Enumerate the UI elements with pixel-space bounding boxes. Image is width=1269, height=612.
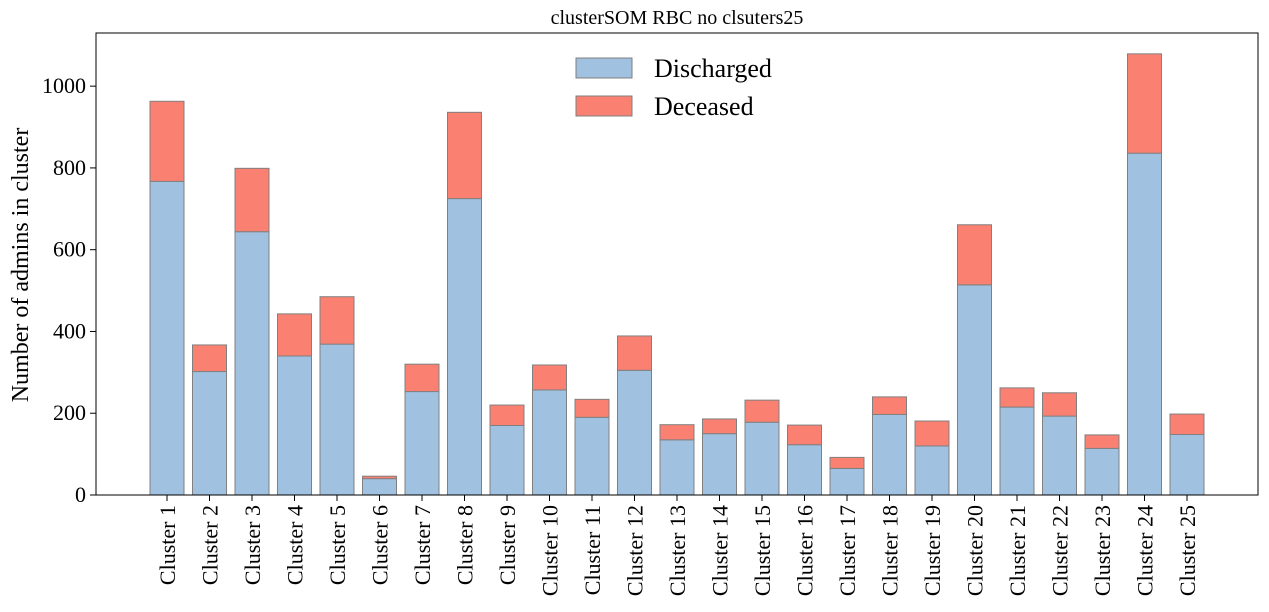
bar-discharged-19 xyxy=(914,445,950,496)
x-tick-label: Cluster 13 xyxy=(665,505,690,596)
bar-discharged-25 xyxy=(1169,433,1205,496)
bar-deceased-25 xyxy=(1169,413,1205,435)
bar-deceased-3 xyxy=(234,167,270,233)
x-tick-label: Cluster 24 xyxy=(1133,505,1158,596)
x-tick-label: Cluster 10 xyxy=(538,505,563,596)
bar-deceased-1 xyxy=(149,100,185,182)
x-tick-label: Cluster 25 xyxy=(1175,505,1200,596)
legend-label-discharged: Discharged xyxy=(654,54,772,83)
bar-deceased-16 xyxy=(787,424,822,446)
legend-label-deceased: Deceased xyxy=(654,92,754,121)
bar-deceased-13 xyxy=(659,424,695,441)
x-tick-label: Cluster 20 xyxy=(963,505,988,596)
bar-discharged-16 xyxy=(787,444,822,496)
chart-title: clusterSOM RBC no clsuters25 xyxy=(551,7,804,29)
bar-deceased-7 xyxy=(404,363,440,393)
bar-deceased-10 xyxy=(532,364,567,391)
bar-deceased-22 xyxy=(1042,392,1077,417)
bar-discharged-21 xyxy=(999,406,1035,496)
bar-discharged-20 xyxy=(957,284,992,496)
bar-discharged-11 xyxy=(574,416,610,496)
x-tick-label: Cluster 4 xyxy=(283,505,308,585)
legend-swatch-discharged xyxy=(575,57,633,79)
bar-deceased-18 xyxy=(872,396,907,415)
x-tick-label: Cluster 8 xyxy=(453,505,478,585)
x-tick-label: Cluster 19 xyxy=(920,505,945,596)
bar-discharged-22 xyxy=(1042,415,1077,496)
bar-deceased-2 xyxy=(192,344,227,373)
x-tick-label: Cluster 14 xyxy=(708,505,733,596)
bar-deceased-19 xyxy=(914,420,950,447)
x-tick-label: Cluster 2 xyxy=(198,505,223,585)
bar-deceased-21 xyxy=(999,387,1035,408)
bar-discharged-4 xyxy=(277,355,312,496)
plot-frame xyxy=(95,32,1259,496)
y-tick-label: 800 xyxy=(53,155,86,180)
bar-discharged-8 xyxy=(447,198,482,496)
y-axis-label: Number of admins in cluster xyxy=(8,128,34,403)
bar-deceased-11 xyxy=(574,398,610,418)
bar-deceased-9 xyxy=(489,404,525,426)
x-tick-label: Cluster 11 xyxy=(580,505,605,595)
bar-discharged-18 xyxy=(872,413,907,496)
bar-discharged-17 xyxy=(829,467,865,496)
bar-discharged-24 xyxy=(1127,152,1162,496)
bar-deceased-8 xyxy=(447,111,482,200)
x-tick-label: Cluster 15 xyxy=(750,505,775,596)
bar-deceased-24 xyxy=(1127,53,1162,154)
bar-discharged-9 xyxy=(489,425,525,496)
bar-discharged-10 xyxy=(532,389,567,496)
bar-deceased-12 xyxy=(617,335,652,371)
bar-deceased-5 xyxy=(319,296,355,345)
x-tick-label: Cluster 9 xyxy=(495,505,520,585)
bar-discharged-5 xyxy=(319,343,355,496)
y-tick-label: 1000 xyxy=(42,73,86,98)
bar-discharged-12 xyxy=(617,369,652,496)
bar-deceased-17 xyxy=(829,456,865,469)
legend: Discharged Deceased xyxy=(575,54,772,121)
x-tick-label: Cluster 6 xyxy=(368,505,393,585)
bar-discharged-6 xyxy=(362,478,397,496)
x-tick-label: Cluster 7 xyxy=(410,505,435,585)
x-tick-label: Cluster 16 xyxy=(793,505,818,596)
bar-discharged-7 xyxy=(404,391,440,496)
x-tick-label: Cluster 23 xyxy=(1090,505,1115,596)
bar-deceased-14 xyxy=(702,418,737,435)
x-tick-label: Cluster 21 xyxy=(1005,505,1030,596)
series-discharged xyxy=(149,152,1205,496)
y-tick-label: 400 xyxy=(53,318,86,343)
x-tick-label: Cluster 17 xyxy=(835,505,860,596)
x-axis-ticks: Cluster 1 Cluster 2 Cluster 3 Cluster 4 Clus… xyxy=(155,495,1200,596)
bar-discharged-15 xyxy=(744,421,780,496)
bar-deceased-23 xyxy=(1084,434,1120,449)
y-tick-label: 600 xyxy=(53,237,86,262)
x-tick-label: Cluster 22 xyxy=(1048,505,1073,596)
x-tick-label: Cluster 12 xyxy=(623,505,648,596)
bar-discharged-3 xyxy=(234,231,270,496)
x-tick-label: Cluster 5 xyxy=(325,505,350,585)
bar-deceased-15 xyxy=(744,399,780,423)
bar-deceased-4 xyxy=(277,313,312,357)
y-tick-label: 200 xyxy=(53,400,86,425)
bar-discharged-14 xyxy=(702,433,737,496)
bar-discharged-2 xyxy=(192,371,227,496)
bar-deceased-20 xyxy=(957,224,992,286)
bar-discharged-23 xyxy=(1084,447,1120,496)
x-tick-label: Cluster 1 xyxy=(155,505,180,585)
bar-discharged-1 xyxy=(149,180,185,496)
series-deceased xyxy=(149,53,1205,480)
bar-discharged-13 xyxy=(659,439,695,496)
y-tick-label: 0 xyxy=(75,482,86,507)
bar-deceased-6 xyxy=(362,475,397,480)
legend-swatch-deceased xyxy=(575,95,633,117)
x-tick-label: Cluster 3 xyxy=(240,505,265,585)
y-axis-ticks: 0 200 400 600 800 1000 xyxy=(42,73,96,507)
bars-layer xyxy=(149,53,1205,496)
x-tick-label: Cluster 18 xyxy=(878,505,903,596)
